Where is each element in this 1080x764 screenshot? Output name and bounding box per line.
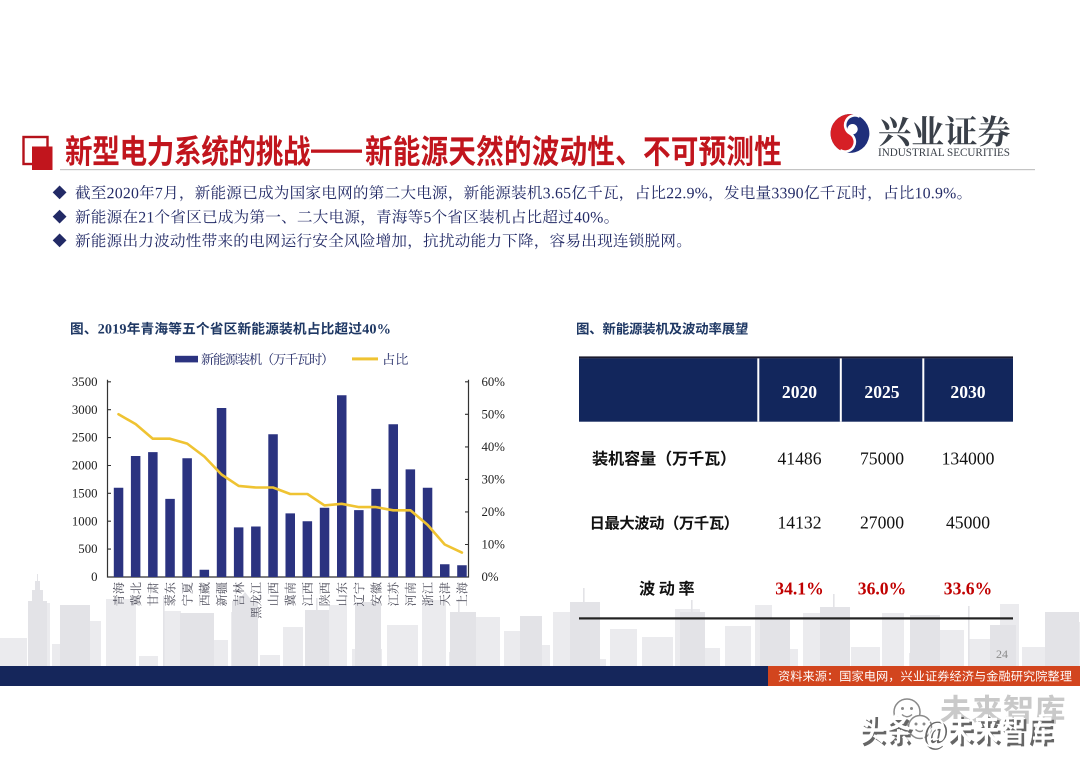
svg-text:3500: 3500 xyxy=(72,375,98,389)
svg-text:3000: 3000 xyxy=(72,403,98,417)
svg-text:36.0%: 36.0% xyxy=(858,578,906,598)
svg-text:27000: 27000 xyxy=(860,513,904,533)
svg-text:50%: 50% xyxy=(482,407,506,421)
svg-text:2000: 2000 xyxy=(72,459,98,473)
svg-text:75000: 75000 xyxy=(860,448,904,468)
svg-text:14132: 14132 xyxy=(778,513,822,533)
svg-text:40%: 40% xyxy=(482,440,506,454)
svg-text:1500: 1500 xyxy=(72,486,98,500)
svg-text:2500: 2500 xyxy=(72,431,98,445)
svg-text:1000: 1000 xyxy=(72,514,98,528)
svg-text:60%: 60% xyxy=(482,375,506,389)
svg-text:34.1%: 34.1% xyxy=(775,578,823,598)
svg-text:0%: 0% xyxy=(482,570,499,584)
svg-text:INDUSTRIAL SECURITIES: INDUSTRIAL SECURITIES xyxy=(878,145,1010,159)
svg-text:41486: 41486 xyxy=(778,448,822,468)
svg-text:2025: 2025 xyxy=(864,382,899,402)
svg-text:10%: 10% xyxy=(482,538,506,552)
svg-text:33.6%: 33.6% xyxy=(944,578,992,598)
svg-text:0: 0 xyxy=(91,570,97,584)
svg-text:30%: 30% xyxy=(482,473,506,487)
svg-text:45000: 45000 xyxy=(946,513,990,533)
svg-text:20%: 20% xyxy=(482,505,506,519)
svg-text:2020: 2020 xyxy=(782,382,817,402)
svg-text:500: 500 xyxy=(78,542,97,556)
svg-text:2030: 2030 xyxy=(950,382,985,402)
svg-text:134000: 134000 xyxy=(942,448,995,468)
svg-text:24: 24 xyxy=(996,647,1008,661)
